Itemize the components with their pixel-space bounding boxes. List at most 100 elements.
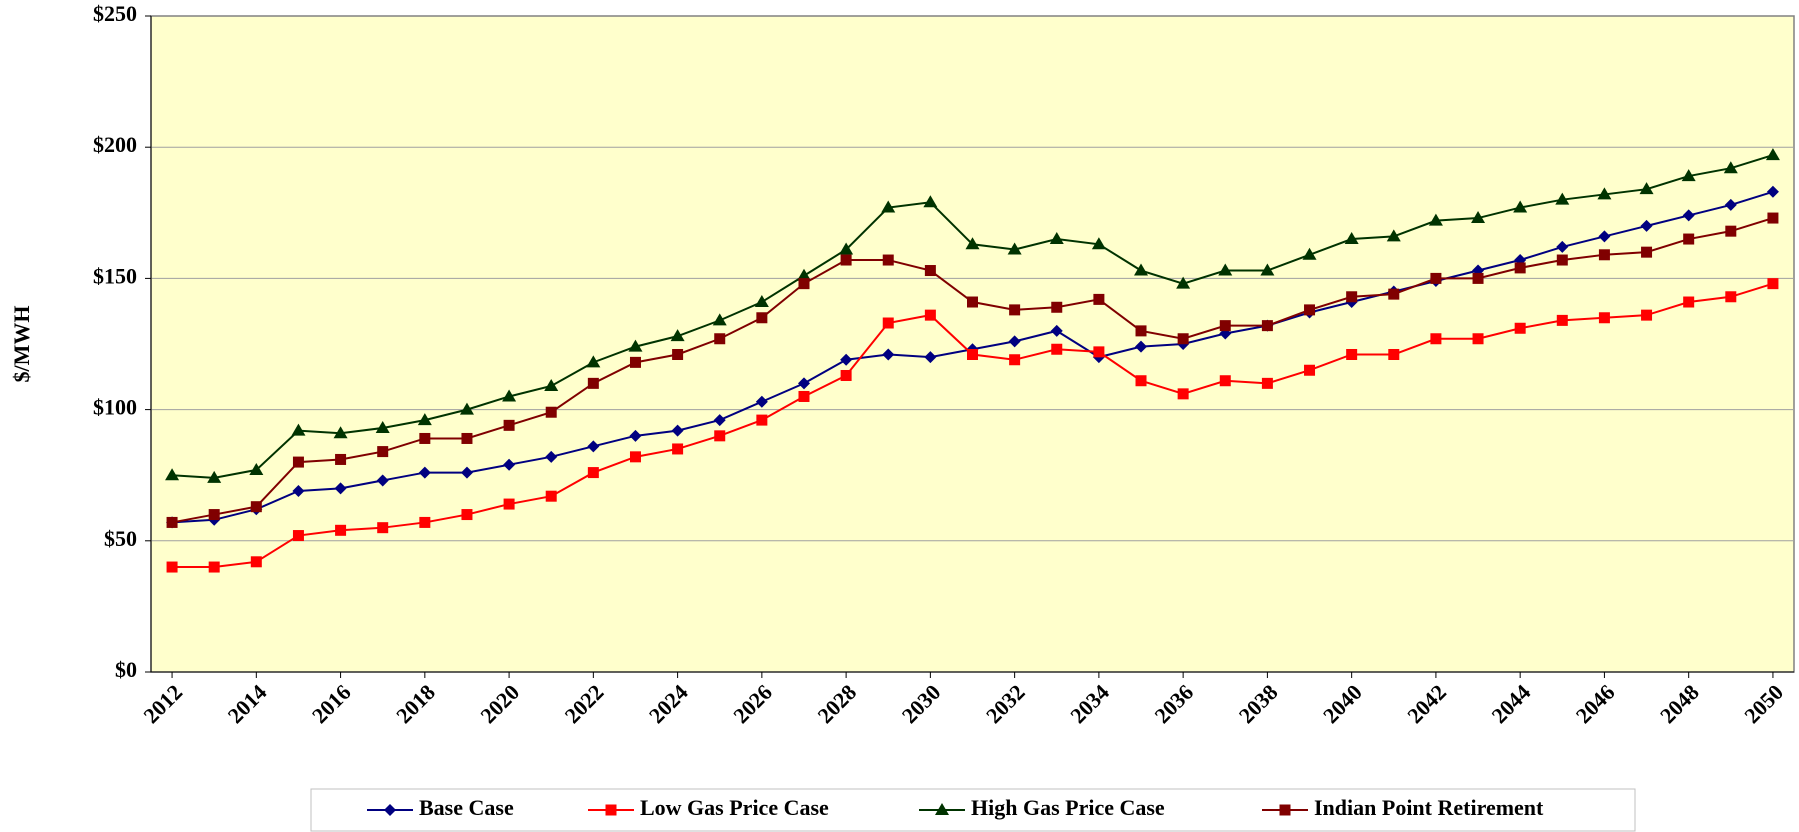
marker — [165, 468, 180, 481]
marker — [1683, 296, 1695, 308]
marker — [1346, 348, 1358, 360]
y-tick-label: $50 — [104, 526, 137, 551]
x-tick-label: 2016 — [307, 679, 356, 728]
marker — [1051, 343, 1063, 355]
marker — [418, 466, 431, 479]
marker — [1219, 375, 1231, 387]
x-tick-label: 2022 — [560, 679, 609, 728]
marker — [1176, 276, 1191, 289]
marker — [1346, 291, 1358, 303]
marker — [672, 348, 684, 360]
x-tick-label: 2030 — [897, 679, 946, 728]
marker — [459, 402, 474, 415]
marker — [840, 254, 852, 266]
x-tick-label: 2044 — [1486, 679, 1535, 728]
marker — [1009, 304, 1021, 316]
marker — [207, 470, 222, 483]
x-tick-label: 2046 — [1571, 679, 1620, 728]
marker — [376, 474, 389, 487]
marker — [460, 466, 473, 479]
marker — [587, 467, 599, 479]
marker — [1009, 354, 1021, 366]
marker — [1008, 335, 1021, 348]
legend-box — [310, 788, 1636, 832]
marker — [670, 329, 685, 342]
marker — [545, 450, 558, 463]
marker — [377, 446, 389, 458]
marker — [965, 237, 980, 250]
marker — [1766, 185, 1779, 198]
marker — [967, 296, 978, 308]
x-tick-label: 2032 — [981, 679, 1030, 728]
marker — [1135, 325, 1147, 337]
marker — [712, 313, 727, 326]
x-tick-label: 2024 — [644, 679, 693, 728]
marker — [714, 430, 726, 442]
x-tick-label: 2036 — [1149, 679, 1198, 728]
marker — [586, 355, 601, 368]
marker — [1767, 212, 1779, 224]
marker — [1304, 364, 1316, 376]
marker — [1472, 333, 1484, 345]
marker — [208, 509, 220, 521]
marker — [1681, 169, 1696, 182]
marker — [166, 516, 178, 528]
y-tick-label: $150 — [93, 263, 137, 288]
marker — [417, 413, 432, 426]
marker — [1640, 219, 1653, 232]
marker — [461, 432, 473, 444]
marker — [1725, 225, 1737, 237]
marker — [1471, 211, 1486, 224]
legend-label: Low Gas Price Case — [640, 795, 829, 820]
marker — [292, 484, 305, 497]
marker — [754, 295, 769, 308]
marker — [1218, 263, 1233, 276]
marker — [1135, 375, 1147, 387]
marker — [1513, 200, 1528, 213]
marker — [1135, 340, 1148, 353]
marker — [250, 556, 262, 568]
marker — [1051, 301, 1063, 313]
marker — [1472, 272, 1484, 284]
marker — [1430, 333, 1442, 345]
legend-marker — [605, 804, 617, 816]
marker — [461, 509, 473, 521]
marker — [756, 312, 768, 324]
marker — [1261, 377, 1273, 389]
marker — [208, 561, 220, 573]
marker — [419, 516, 431, 528]
marker — [840, 369, 852, 381]
marker — [755, 395, 768, 408]
marker — [1555, 192, 1570, 205]
marker — [1682, 209, 1695, 222]
y-tick-label: $0 — [115, 657, 137, 682]
x-tick-label: 2028 — [812, 679, 861, 728]
marker — [1514, 322, 1526, 334]
marker — [503, 419, 515, 431]
marker — [587, 377, 599, 389]
marker — [924, 309, 936, 321]
x-tick-label: 2040 — [1318, 679, 1367, 728]
legend-marker — [935, 803, 949, 815]
marker — [713, 414, 726, 427]
x-tick-label: 2042 — [1402, 679, 1451, 728]
marker — [1556, 314, 1568, 326]
y-axis-label: $/MWH — [9, 306, 34, 383]
marker — [1386, 229, 1401, 242]
marker — [672, 443, 684, 455]
marker — [629, 451, 641, 463]
marker — [333, 426, 348, 439]
marker — [967, 348, 978, 360]
x-tick-label: 2050 — [1739, 679, 1788, 728]
marker — [503, 458, 516, 471]
marker — [1723, 161, 1738, 174]
legend-marker — [384, 804, 396, 816]
x-tick-label: 2034 — [1065, 679, 1114, 728]
marker — [923, 195, 938, 208]
x-tick-label: 2014 — [223, 679, 272, 728]
marker — [1598, 249, 1610, 261]
marker — [839, 242, 854, 255]
marker — [1007, 242, 1022, 255]
marker — [335, 524, 347, 536]
marker — [628, 339, 643, 352]
